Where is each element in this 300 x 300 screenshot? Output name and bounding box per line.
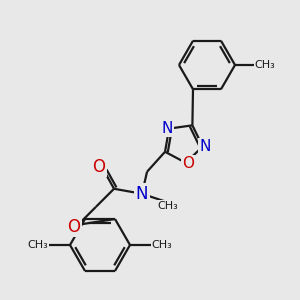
Text: O: O [68,218,80,236]
Text: CH₃: CH₃ [28,240,48,250]
Text: N: N [136,185,148,203]
Text: CH₃: CH₃ [158,201,178,211]
Text: O: O [182,156,194,171]
Text: CH₃: CH₃ [255,60,275,70]
Text: N: N [161,121,173,136]
Text: O: O [92,158,106,176]
Text: CH₃: CH₃ [152,240,172,250]
Text: N: N [199,139,210,154]
